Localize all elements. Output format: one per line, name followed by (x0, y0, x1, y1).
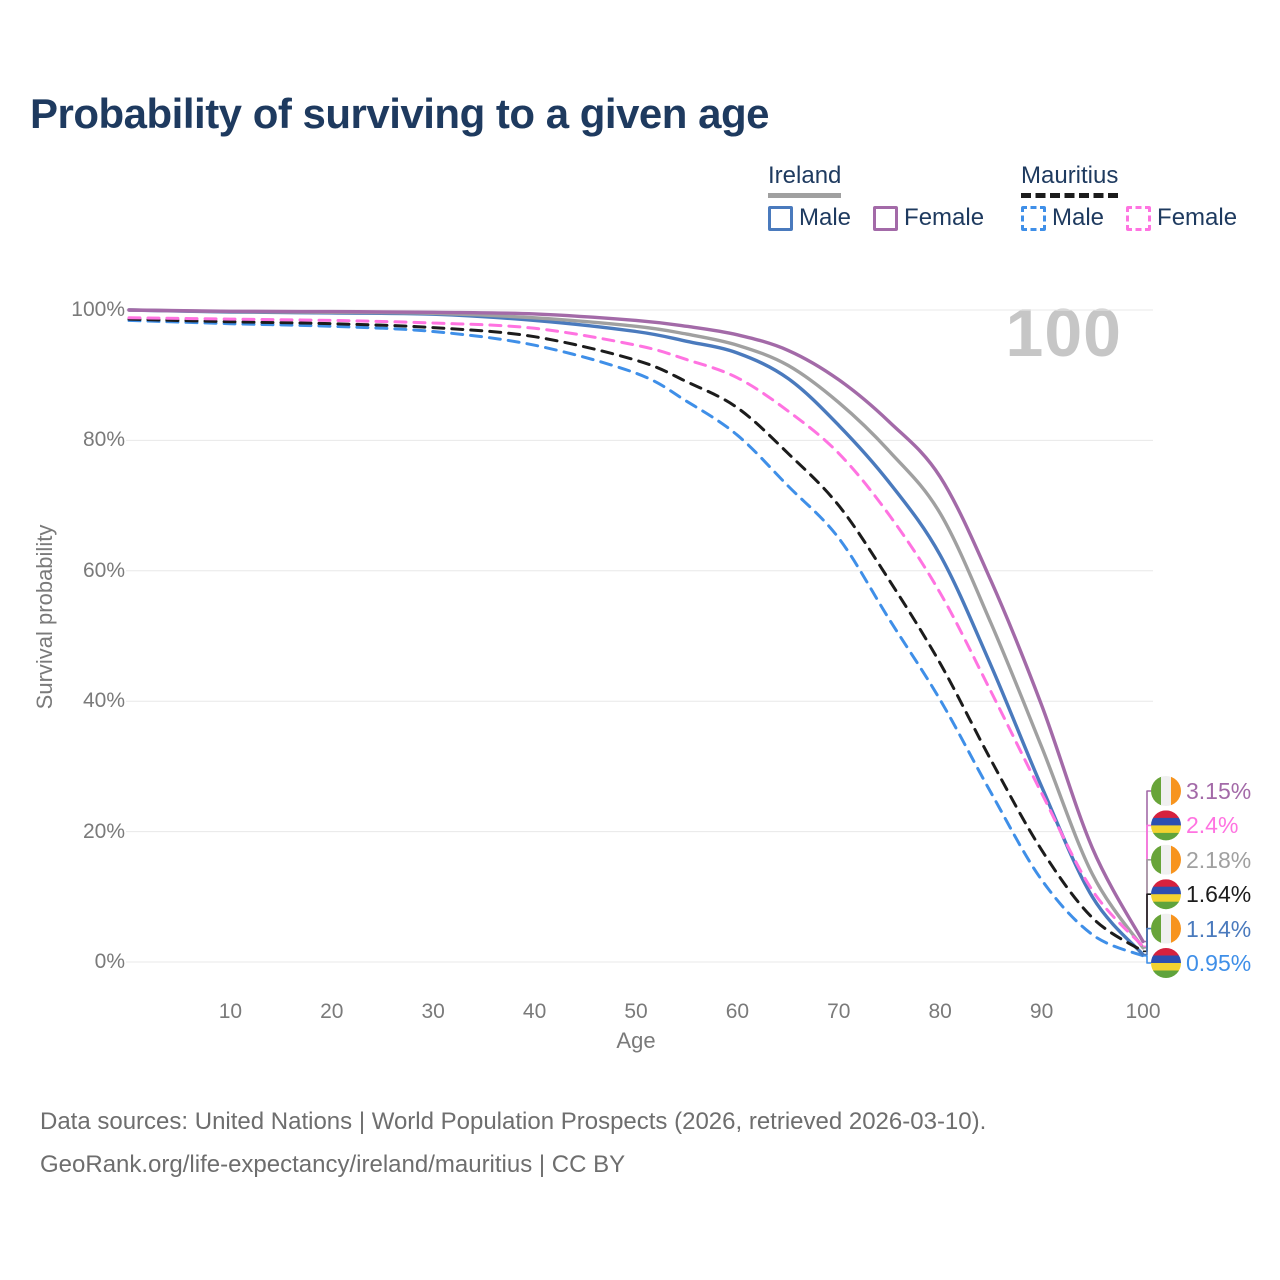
x-tick-label: 30 (421, 1000, 445, 1023)
y-tick-label: 100% (71, 298, 125, 321)
legend-item-label: Female (1157, 204, 1238, 231)
footer-source-line: Data sources: United Nations | World Pop… (40, 1108, 987, 1135)
ireland-female-swatch-icon (873, 205, 899, 231)
footer-attribution-line: GeoRank.org/life-expectancy/ireland/maur… (40, 1151, 626, 1178)
x-tick-label: 70 (827, 1000, 851, 1023)
legend-item-label: Male (799, 204, 852, 231)
end-label-value-ireland-all: 2.18% (1186, 846, 1252, 873)
legend-item-label: Female (904, 204, 985, 231)
series-mauritius-male-line (127, 318, 1145, 958)
end-label-value-mauritius-female: 2.4% (1186, 812, 1239, 839)
end-label-connector-ireland-male (1143, 927, 1151, 956)
series-ireland-male-line (127, 308, 1145, 957)
x-axis-title: Age (616, 1028, 656, 1053)
legend-item-label: Male (1052, 204, 1105, 231)
x-tick-label: 100 (1125, 1000, 1161, 1023)
x-tick-label: 60 (725, 1000, 750, 1023)
legend-group-ireland-label[interactable]: Ireland (768, 162, 842, 198)
end-label-value-ireland-female: 3.15% (1186, 778, 1252, 804)
y-tick-label: 0% (94, 950, 125, 973)
legend-item-mauritius-female[interactable]: Female (1126, 204, 1237, 232)
mauritius-flag-icon (1151, 810, 1181, 841)
y-tick-label: 80% (82, 428, 125, 452)
end-label-value-mauritius-all: 1.64% (1186, 881, 1252, 908)
end-label-value-mauritius-male: 0.95% (1186, 950, 1252, 976)
end-label-value-ireland-male: 1.14% (1186, 915, 1252, 942)
y-tick-label: 60% (82, 558, 125, 582)
x-tick-label: 50 (624, 1000, 648, 1023)
x-tick-label: 90 (1029, 1000, 1054, 1023)
end-label-connector-mauritius-all (1143, 893, 1151, 953)
ireland-flag-icon (1151, 913, 1181, 944)
x-tick-label: 80 (928, 1000, 952, 1023)
ireland-flag-icon (1151, 776, 1181, 806)
x-tick-label: 40 (522, 1000, 547, 1023)
series-ireland-all-line (127, 308, 1145, 950)
y-tick-label: 20% (82, 819, 125, 843)
mauritius-male-swatch-icon (1021, 205, 1046, 231)
legend-item-mauritius-male[interactable]: Male (1021, 204, 1104, 232)
mauritius-female-swatch-icon (1126, 205, 1152, 231)
age-watermark: 100 (1005, 295, 1122, 371)
series-mauritius-female-line (127, 316, 1145, 948)
y-tick-label: 40% (82, 689, 125, 713)
ireland-male-swatch-icon (768, 205, 793, 231)
ireland-flag-icon (1151, 844, 1181, 875)
x-tick-label: 20 (320, 1000, 344, 1023)
legend-item-ireland-male[interactable]: Male (768, 204, 851, 232)
mauritius-flag-icon (1151, 879, 1181, 910)
series-mauritius-all-line (127, 317, 1145, 953)
page-title: Probability of surviving to a given age (30, 90, 769, 137)
end-label-connector-mauritius-male (1143, 955, 1151, 964)
x-tick-label: 10 (218, 1000, 243, 1023)
series-ireland-female-line (127, 308, 1145, 944)
legend-group-mauritius-label[interactable]: Mauritius (1021, 162, 1119, 198)
mauritius-flag-icon (1151, 948, 1181, 978)
legend-item-ireland-female[interactable]: Female (873, 204, 984, 232)
y-axis-title: Survival probability (32, 524, 57, 710)
